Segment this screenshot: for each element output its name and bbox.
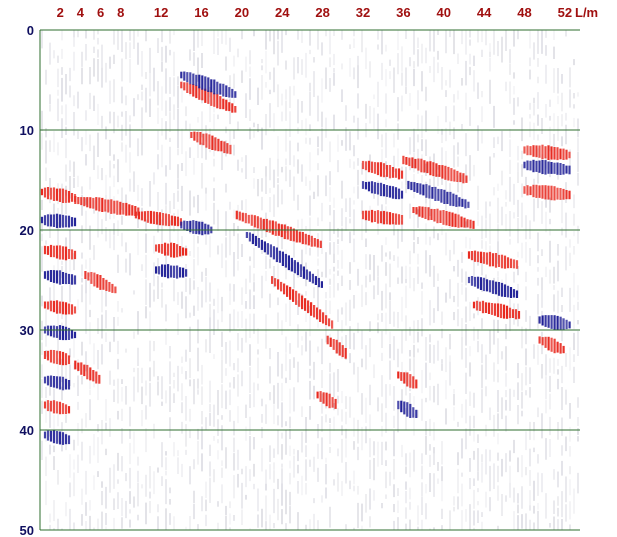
reflection-event [40, 187, 77, 203]
x-tick-label: 2 [57, 5, 64, 20]
reflection-event [326, 335, 347, 359]
x-tick-label: 8 [117, 5, 124, 20]
reflection-event [523, 184, 571, 201]
reflection-event [407, 180, 470, 209]
x-tick-label: 52 [558, 5, 572, 20]
y-tick-label: 30 [20, 323, 34, 338]
y-tick-label: 40 [20, 423, 34, 438]
x-tick-label: 40 [437, 5, 451, 20]
reflection-event [43, 400, 71, 415]
reflection-event [180, 71, 237, 98]
y-tick-label: 10 [20, 123, 34, 138]
reflection-event [43, 375, 71, 391]
x-tick-label: 6 [97, 5, 104, 20]
reflection-event [74, 360, 101, 384]
reflection-events-layer [40, 71, 571, 445]
reflection-event [467, 276, 519, 298]
reflection-event [361, 209, 404, 225]
reflection-event [43, 270, 77, 285]
reflection-event [180, 81, 237, 113]
trace-layer [41, 30, 579, 530]
reflection-event [271, 276, 334, 329]
x-tick-label: 4 [77, 5, 85, 20]
reflection-event [361, 181, 404, 200]
reflection-event [43, 349, 71, 366]
x-tick-label: 48 [517, 5, 531, 20]
y-tick-label: 20 [20, 223, 34, 238]
y-axis-tick-labels: 0 10 20 30 40 50 [20, 23, 34, 537]
reflection-event [412, 206, 475, 229]
reflection-event [523, 144, 571, 161]
reflection-event [523, 159, 571, 175]
reflection-event [43, 244, 77, 261]
x-tick-label: 32 [356, 5, 370, 20]
x-tick-label: 44 [477, 5, 492, 20]
x-axis-unit-label: L/m [575, 5, 598, 20]
reflection-event [84, 271, 117, 294]
reflection-event [43, 430, 71, 445]
reflection-event [245, 232, 323, 288]
reflection-event [472, 300, 521, 320]
reflection-event [402, 155, 468, 184]
x-tick-label: 20 [235, 5, 249, 20]
reflection-event [43, 325, 77, 341]
grid-layer [39, 29, 580, 531]
x-axis-tick-labels: 2 4 6 8 12 16 20 24 28 32 36 40 44 48 52 [57, 5, 573, 20]
reflection-event [43, 300, 77, 315]
reflection-event [190, 131, 232, 155]
reflection-event [40, 213, 77, 229]
x-tick-label: 36 [396, 5, 410, 20]
reflection-event [155, 264, 188, 279]
reflection-event [155, 242, 188, 258]
reflection-event [235, 210, 322, 248]
y-tick-label: 50 [20, 523, 34, 537]
x-tick-label: 12 [154, 5, 168, 20]
x-tick-label: 24 [275, 5, 290, 20]
x-tick-label: 28 [315, 5, 329, 20]
x-tick-label: 16 [194, 5, 208, 20]
reflection-event [467, 250, 519, 269]
reflection-event [397, 371, 418, 389]
reflection-event [361, 160, 404, 180]
reflection-event [538, 315, 571, 331]
y-tick-label: 0 [27, 23, 34, 38]
reflection-event [397, 400, 418, 418]
reflection-event [316, 391, 337, 409]
reflection-event [538, 336, 565, 354]
